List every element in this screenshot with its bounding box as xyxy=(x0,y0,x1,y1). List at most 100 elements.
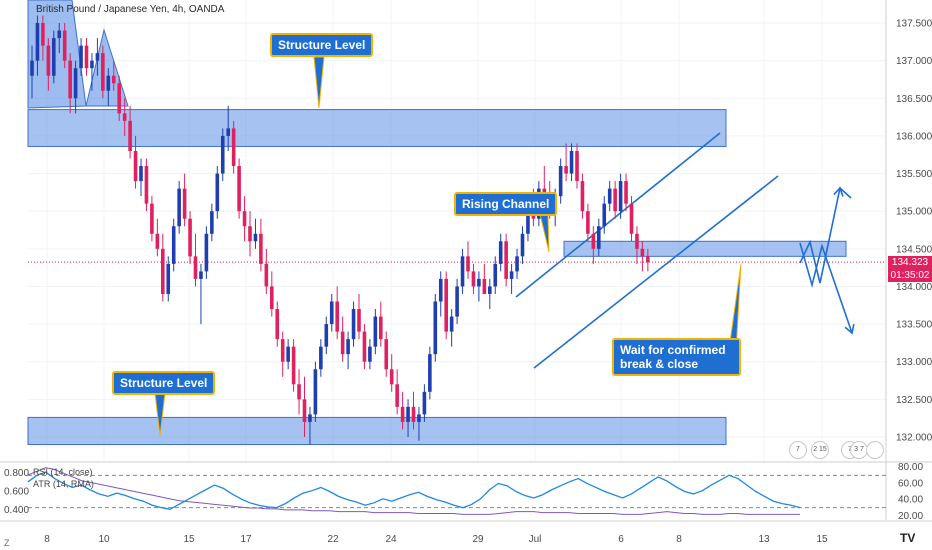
price-tick-label: 137.000 xyxy=(896,56,932,67)
candle-body xyxy=(520,233,525,257)
callout-structure-level-top: Structure Level xyxy=(270,33,374,57)
candle-body xyxy=(259,233,263,264)
callout-rising-channel: Rising Channel xyxy=(454,192,558,216)
candle-body xyxy=(389,369,394,385)
candle-body xyxy=(373,316,378,347)
event-badge-5[interactable] xyxy=(866,441,884,459)
price-tick-label: 132.000 xyxy=(896,432,932,443)
candle-body xyxy=(449,316,454,332)
price-tick-label: 134.000 xyxy=(896,282,932,293)
candle-body xyxy=(395,384,399,407)
candle-body xyxy=(428,354,432,392)
candle-body xyxy=(144,166,149,204)
candle-body xyxy=(569,150,574,174)
candle-body xyxy=(193,256,198,279)
indicator-right-tick: 40.00 xyxy=(898,495,923,506)
candle-body xyxy=(411,406,416,422)
candle-body xyxy=(460,256,465,287)
candle-body xyxy=(46,45,51,76)
candle-body xyxy=(379,316,383,340)
time-tick-label: 22 xyxy=(327,534,339,545)
tradingview-logo: TV xyxy=(900,531,916,545)
candle-body xyxy=(466,256,470,272)
indicator-left-tick: 0.400 xyxy=(4,505,29,516)
candle-body xyxy=(133,150,138,182)
candle-body xyxy=(607,188,612,204)
atr-label[interactable]: ATR (14, RMA) xyxy=(33,479,94,489)
time-tick-label: Jul xyxy=(529,534,542,545)
time-tick-label: 24 xyxy=(385,534,397,545)
candle-body xyxy=(351,309,356,340)
price-tick-label: 132.500 xyxy=(896,395,932,406)
candle-body xyxy=(329,301,334,325)
candle-body xyxy=(515,256,519,272)
indicator-left-tick: 0.600 xyxy=(4,487,29,498)
price-tick-label: 134.500 xyxy=(896,244,932,255)
price-tick-label: 133.500 xyxy=(896,320,932,331)
candle-body xyxy=(477,278,481,287)
candle-body xyxy=(613,188,617,212)
candle-body xyxy=(139,166,143,182)
candle-body xyxy=(558,166,563,197)
candle-body xyxy=(444,278,448,332)
price-tick-label: 135.500 xyxy=(896,169,932,180)
candle-body xyxy=(62,30,67,61)
candle-body xyxy=(117,83,121,114)
candle-body xyxy=(438,278,443,302)
candle-body xyxy=(35,23,40,61)
zone-1 xyxy=(27,109,727,147)
indicator-right-tick: 80.00 xyxy=(898,462,923,473)
candle-body xyxy=(324,324,329,347)
rsi-label[interactable]: RSI (14, close) xyxy=(33,467,93,477)
callout-leaders xyxy=(154,56,742,437)
candle-body xyxy=(340,331,345,355)
candle-body xyxy=(357,309,361,332)
candle-body xyxy=(455,286,459,317)
candle-body xyxy=(204,233,209,272)
candle-body xyxy=(422,391,427,415)
candle-body xyxy=(280,339,285,362)
candle-body xyxy=(335,301,339,332)
candle-body xyxy=(253,233,258,242)
candle-body xyxy=(493,263,498,287)
event-badge-2[interactable]: 2 15 xyxy=(811,441,829,459)
candle-body xyxy=(488,286,492,294)
candle-body xyxy=(635,233,639,249)
candle-body xyxy=(248,226,252,242)
candle-body xyxy=(564,166,568,174)
last-price-tag: 134.323 xyxy=(888,256,932,269)
time-axis[interactable]: 8 10 15 17 22 24 29 Jul 6 8 13 15 xyxy=(0,520,932,545)
arrow-down-path xyxy=(799,242,853,334)
candle-body xyxy=(79,45,83,69)
candle-body xyxy=(580,181,585,212)
candle-body xyxy=(629,203,634,234)
time-tick-label: 8 xyxy=(44,534,50,545)
candle-body xyxy=(90,60,94,69)
price-tick-label: 136.000 xyxy=(896,131,932,142)
projection-arrows xyxy=(799,186,855,335)
price-tick-label: 136.500 xyxy=(896,94,932,105)
candle-body xyxy=(30,60,34,76)
event-badge-1[interactable]: 7 xyxy=(789,441,807,459)
time-tick-label: 15 xyxy=(816,534,828,545)
callout-wait-for-break: Wait for confirmed break & close xyxy=(612,338,741,376)
rsi-line xyxy=(27,471,801,510)
candle-body xyxy=(242,211,247,227)
candle-body xyxy=(52,38,56,76)
candles xyxy=(30,15,650,445)
indicator-right-tick: 20.00 xyxy=(898,511,923,522)
candle-body xyxy=(237,166,241,212)
candle-body xyxy=(73,68,78,99)
candle-body xyxy=(188,218,192,257)
candle-body xyxy=(199,271,203,279)
candle-body xyxy=(471,271,476,287)
candle-body xyxy=(220,135,225,174)
price-axis[interactable]: 137.500 137.000 136.500 136.000 135.500 135.0… xyxy=(885,0,932,520)
candle-body xyxy=(586,211,590,234)
candle-body xyxy=(182,188,187,219)
candle-body xyxy=(215,173,220,212)
corner-button[interactable]: Z xyxy=(4,538,10,548)
channel-lower xyxy=(533,175,779,369)
candle-body xyxy=(575,150,579,182)
